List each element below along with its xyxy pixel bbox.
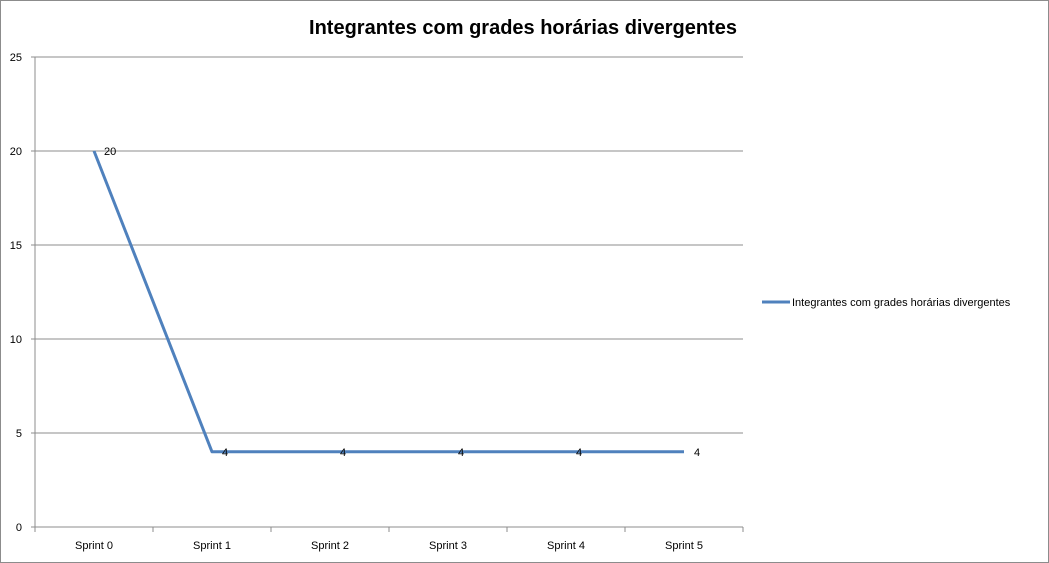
series-group: [92, 150, 685, 454]
y-axis-ticks: 0 5 10 15 20 25: [10, 52, 35, 534]
y-tick-label: 10: [10, 334, 22, 346]
series-line: [92, 150, 684, 454]
x-tick-label: Sprint 0: [75, 540, 113, 552]
x-tick-label: Sprint 5: [665, 540, 703, 552]
y-tick-label: 0: [16, 522, 22, 534]
axes: [34, 57, 743, 528]
gridlines: [35, 56, 743, 434]
legend: Integrantes com grades horárias divergen…: [762, 297, 1011, 309]
y-tick-label: 15: [10, 240, 22, 252]
x-tick-label: Sprint 3: [429, 540, 467, 552]
data-label: 4: [458, 447, 464, 459]
data-label: 4: [576, 447, 582, 459]
x-tick-label: Sprint 2: [311, 540, 349, 552]
legend-label: Integrantes com grades horárias divergen…: [792, 297, 1011, 309]
chart-title: Integrantes com grades horárias divergen…: [309, 17, 737, 39]
data-label: 4: [340, 447, 346, 459]
x-tick-label: Sprint 1: [193, 540, 231, 552]
x-tick-label: Sprint 4: [547, 540, 585, 552]
x-axis-ticks: Sprint 0 Sprint 1 Sprint 2 Sprint 3 Sprint 4…: [34, 527, 744, 552]
data-label: 4: [222, 447, 228, 459]
y-tick-label: 20: [10, 146, 22, 158]
y-tick-label: 25: [10, 52, 22, 64]
y-tick-label: 5: [16, 428, 22, 440]
data-label: 20: [104, 146, 116, 158]
data-label: 4: [694, 447, 700, 459]
data-labels: 20 4 4 4 4 4: [104, 146, 700, 459]
